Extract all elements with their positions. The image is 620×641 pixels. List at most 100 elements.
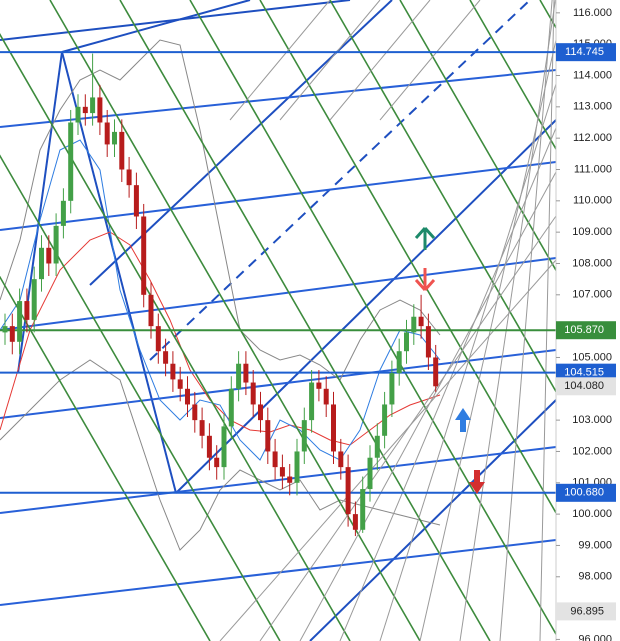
candle-body [243,363,249,383]
pitchfork-line [89,0,393,286]
candle-body [360,489,366,530]
candle-body [331,404,336,452]
candle-body [60,200,66,226]
y-tick-label: 109.000 [572,226,612,238]
gann-line [219,259,557,641]
fib-channel-line [469,0,620,262]
candle-body [228,388,234,427]
price-axis [556,0,620,641]
price-label: 104.515 [564,367,604,379]
candle-body [141,216,147,295]
gann-line [539,0,555,641]
candle-body [9,326,15,342]
candle-body [352,514,358,530]
price-label-box [556,377,616,396]
candle-body [68,122,74,201]
up-arrow [414,226,436,250]
candle-body [309,382,315,421]
fib-channel-line [0,275,211,641]
y-tick-label: 98.000 [578,571,612,583]
price-label: 96.895 [570,605,604,617]
channel-line [0,257,557,331]
gann-line [229,0,331,121]
fib-channel-line [189,0,561,641]
candle-body [90,97,96,114]
bollinger-lower [0,359,441,551]
candle-body [133,185,139,217]
candle-body [46,247,52,264]
price-label-box [556,43,616,62]
pitchfork-line [309,399,557,641]
candle-body [425,326,431,358]
candle-body [82,106,88,114]
candle-body [287,476,293,483]
candle-body [17,301,23,342]
candle-body [119,131,125,170]
gann-line [299,171,557,641]
candle-body [345,467,351,515]
price-label-box [556,483,616,502]
gann-line [459,0,556,641]
y-tick-label: 113.000 [573,101,612,113]
y-tick-label: 102.000 [572,445,612,457]
candles [2,53,439,537]
candle-body [272,451,278,468]
moving-average-fast [0,139,441,461]
candle-body [185,388,190,405]
candle-body [206,435,212,458]
channel-line [0,161,557,231]
fib-channel-line [0,33,351,641]
channel-line [0,539,557,606]
candle-body [177,379,183,389]
candle-body [411,316,417,333]
y-tick-label: 96.000 [578,633,612,641]
candle-body [316,382,322,389]
y-tick-label: 103.000 [572,414,612,426]
price-label: 104.080 [564,380,604,392]
channel-line [0,349,557,419]
candle-body [155,326,161,352]
candle-body [338,451,344,468]
candle-body [214,457,220,468]
dashed-median [149,0,531,361]
candle-body [126,169,132,186]
moving-average-slow [0,231,441,446]
bollinger-upper [0,39,441,381]
candle-body [24,301,30,320]
candle-body [323,388,329,405]
y-tick-label: 107.000 [572,289,612,301]
candle-body [389,373,395,405]
candle-body [418,316,424,327]
pitchfork-line [61,51,177,494]
candle-body [192,404,198,421]
candle-body [294,451,300,483]
gann-line [379,0,481,121]
candle-body [301,420,307,452]
candle-body [53,225,59,264]
down-arrow [469,470,485,494]
price-axis-labels: 96.00097.00098.00099.000100.000101.00010… [556,7,616,641]
y-tick-label: 100.000 [572,508,612,520]
price-label: 100.680 [564,487,604,499]
candle-body [396,351,402,374]
y-tick-label: 116.000 [573,7,612,19]
gann-line [499,0,553,641]
candle-body [279,467,285,477]
channel-line [0,446,557,514]
signal-arrows [414,226,485,494]
gann-line [259,215,557,641]
pitchfork-line [0,0,351,41]
gann-line [329,0,431,121]
candle-body [250,382,256,405]
candle-body [163,351,169,364]
y-tick-label: 110.000 [573,195,612,207]
price-label-box [556,321,616,340]
gann-line [419,39,557,641]
y-tick-label: 114.000 [573,69,612,81]
candle-body [31,279,37,320]
price-label: 105.870 [564,324,604,336]
fib-channel-line [329,0,620,505]
candle-body [39,247,44,280]
